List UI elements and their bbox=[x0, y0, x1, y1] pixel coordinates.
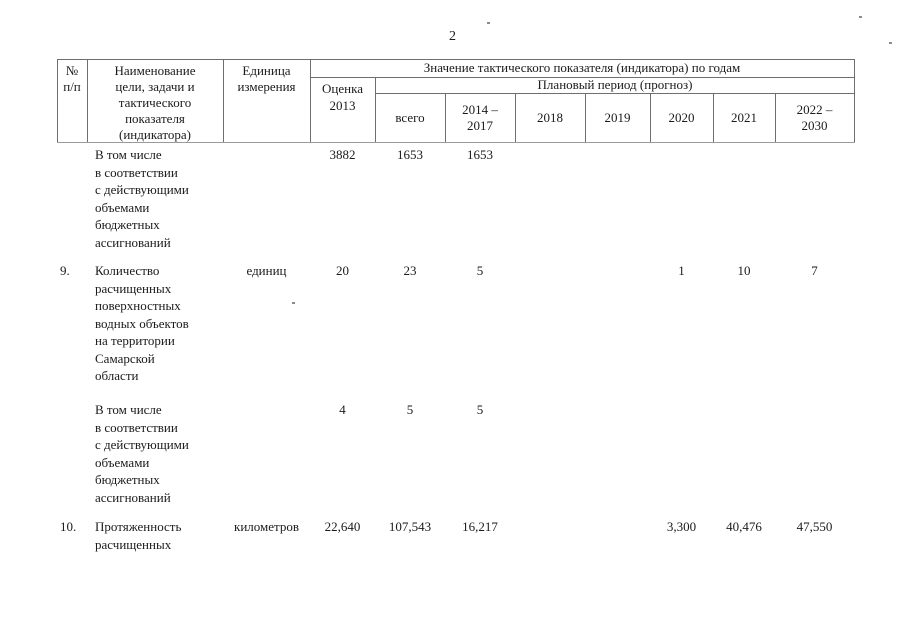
table-border-col-2014-2017 bbox=[515, 93, 516, 142]
table-row: В том числе в соответствии с действующим… bbox=[0, 146, 905, 250]
row-vsego: 1653 bbox=[397, 147, 423, 162]
table-border-top bbox=[57, 59, 855, 60]
row-name: Протяженность расчищенных bbox=[95, 519, 182, 552]
row-2022-2030: 47,550 bbox=[796, 519, 833, 534]
row-2021: 10 bbox=[737, 263, 751, 278]
row-name: В том числе в соответствии с действующим… bbox=[95, 147, 189, 250]
row-name: В том числе в соответствии с действующим… bbox=[95, 402, 189, 505]
scan-speck bbox=[487, 22, 490, 24]
table-border-col-2020 bbox=[713, 93, 714, 142]
header-col-2022-2030: 2022 – 2030 bbox=[796, 101, 833, 133]
row-2014-2017: 1653 bbox=[467, 147, 493, 162]
row-number: 9. bbox=[60, 263, 70, 278]
table-border-left bbox=[57, 59, 58, 142]
row-name: Количество расчищенных поверхностных вод… bbox=[95, 263, 189, 383]
row-2014-2017: 5 bbox=[476, 263, 484, 278]
header-col-num: № п/п bbox=[63, 63, 81, 94]
header-col-2021: 2021 bbox=[731, 109, 757, 125]
table-row: 10. Протяженность расчищенных километров… bbox=[0, 518, 905, 552]
table-border-right bbox=[854, 59, 855, 142]
row-2014-2017: 16,217 bbox=[462, 519, 498, 534]
row-vsego: 107,543 bbox=[388, 519, 432, 534]
table-border-col-num bbox=[87, 59, 88, 142]
table-border-bottom bbox=[57, 142, 855, 143]
scan-speck bbox=[889, 42, 892, 44]
scan-speck bbox=[859, 16, 862, 18]
table-border-col-otsenka bbox=[375, 77, 376, 142]
table-border-col-2021 bbox=[775, 93, 776, 142]
row-otsenka-2013: 3882 bbox=[329, 147, 356, 162]
table-border-col-name bbox=[223, 59, 224, 142]
page-number: 2 bbox=[449, 29, 456, 44]
header-col-unit: Единица измерения bbox=[237, 63, 296, 94]
header-value-span: Значение тактического показателя (индика… bbox=[423, 60, 741, 75]
table-border-col-unit bbox=[310, 59, 311, 142]
table-border-col-2019 bbox=[650, 93, 651, 142]
table-row: 9. Количество расчищенных поверхностных … bbox=[0, 262, 905, 383]
row-number: 10. bbox=[60, 519, 77, 534]
scan-speck bbox=[292, 302, 295, 304]
row-otsenka-2013: 20 bbox=[336, 263, 349, 278]
row-2020: 3,300 bbox=[666, 519, 697, 534]
row-vsego: 23 bbox=[403, 263, 417, 278]
table-row: В том числе в соответствии с действующим… bbox=[0, 401, 905, 505]
row-otsenka-2013: 4 bbox=[339, 402, 346, 417]
table-border-under-plan-span bbox=[375, 93, 855, 94]
header-col-2020: 2020 bbox=[668, 109, 695, 125]
header-col-2014-2017: 2014 – 2017 bbox=[462, 101, 498, 133]
table-border-col-2018 bbox=[585, 93, 586, 142]
table-border-col-vsego bbox=[445, 93, 446, 142]
row-2021: 40,476 bbox=[726, 519, 762, 534]
header-col-2019: 2019 bbox=[604, 109, 631, 125]
header-col-vsego: всего bbox=[395, 109, 425, 125]
header-plan-span: Плановый период (прогноз) bbox=[537, 77, 693, 92]
row-unit: километров bbox=[234, 519, 299, 534]
row-2014-2017: 5 bbox=[476, 402, 484, 417]
row-2020: 1 bbox=[678, 263, 685, 278]
row-unit: единиц bbox=[246, 263, 287, 278]
row-vsego: 5 bbox=[406, 402, 414, 417]
header-col-2018: 2018 bbox=[537, 109, 563, 125]
row-2022-2030: 7 bbox=[811, 263, 818, 278]
header-col-otsenka: Оценка 2013 bbox=[322, 81, 363, 113]
table-border-under-value-span bbox=[310, 77, 855, 78]
header-col-name: Наименование цели, задачи и тактического… bbox=[114, 63, 196, 142]
row-otsenka-2013: 22,640 bbox=[324, 519, 361, 534]
